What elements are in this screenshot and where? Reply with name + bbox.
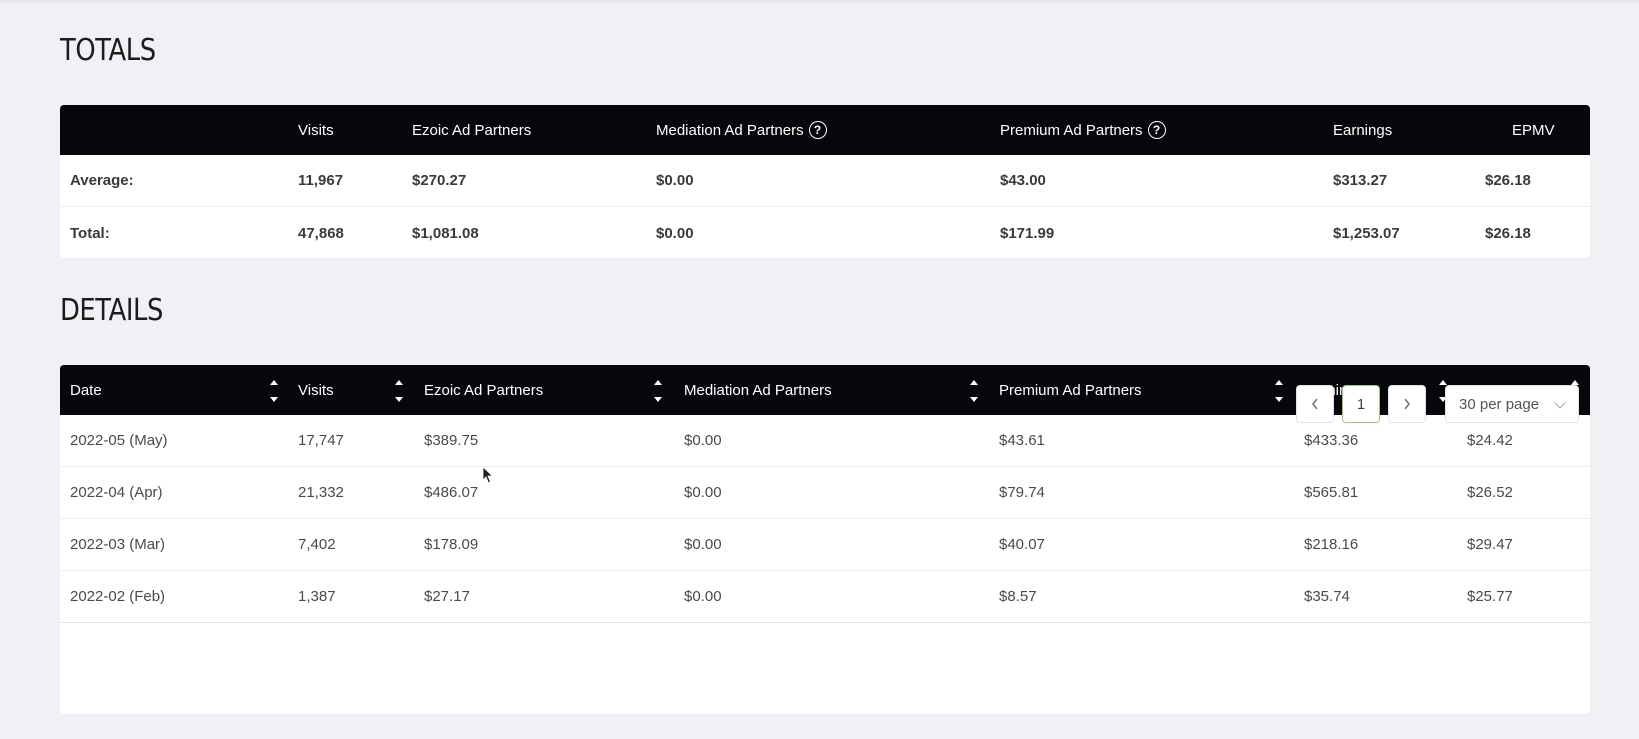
totals-row-average: Average: 11,967 $270.27 $0.00 $43.00 $31…: [60, 155, 1590, 207]
details-header-mediation[interactable]: Mediation Ad Partners: [684, 381, 832, 399]
question-circle-icon[interactable]: ?: [808, 121, 827, 139]
row-epmv: $25.77: [1467, 588, 1513, 605]
average-ezoic: $270.27: [412, 172, 467, 189]
row-mediation: $0.00: [684, 484, 722, 501]
row-visits: 21,332: [298, 484, 344, 501]
totals-header-visits: Visits: [298, 121, 334, 139]
totals-table-header: Visits Ezoic Ad Partners Mediation Ad Pa…: [60, 105, 1590, 155]
table-row[interactable]: 2022-04 (Apr) 21,332 $486.07 $0.00 $79.7…: [60, 467, 1590, 519]
totals-header-mediation: Mediation Ad Partners ?: [656, 105, 827, 155]
next-page-button[interactable]: [1388, 385, 1426, 423]
row-date: 2022-05 (May): [70, 432, 168, 449]
row-mediation: $0.00: [684, 432, 722, 449]
total-epmv: $26.18: [1485, 224, 1531, 242]
details-title: DETAILS: [60, 293, 163, 328]
mouse-cursor-icon: [482, 466, 494, 484]
row-ezoic: $486.07: [424, 484, 479, 501]
details-header-date[interactable]: Date: [70, 381, 102, 399]
average-premium: $43.00: [1000, 172, 1046, 189]
row-visits: 1,387: [298, 588, 336, 605]
totals-title: TOTALS: [60, 33, 156, 68]
row-date: 2022-03 (Mar): [70, 536, 166, 553]
details-header-visits[interactable]: Visits: [298, 381, 334, 399]
average-epmv: $26.18: [1485, 172, 1531, 189]
totals-header-premium-label: Premium Ad Partners: [1000, 121, 1143, 139]
row-earnings: $218.16: [1304, 536, 1359, 553]
row-mediation: $0.00: [684, 536, 722, 553]
details-table: Date Visits Ezoic Ad Partners Mediation …: [60, 365, 1590, 714]
details-header-premium[interactable]: Premium Ad Partners: [999, 381, 1142, 399]
total-visits: 47,868: [298, 224, 344, 242]
row-epmv: $29.47: [1467, 536, 1513, 553]
row-date: 2022-04 (Apr): [70, 484, 163, 501]
table-row[interactable]: 2022-03 (Mar) 7,402 $178.09 $0.00 $40.07…: [60, 519, 1590, 571]
totals-header-premium: Premium Ad Partners ?: [1000, 105, 1166, 155]
row-mediation: $0.00: [684, 588, 722, 605]
total-mediation: $0.00: [656, 224, 694, 242]
row-visits: 7,402: [298, 536, 336, 553]
row-epmv: $24.42: [1467, 432, 1513, 449]
row-premium: $43.61: [999, 432, 1045, 449]
prev-page-button[interactable]: [1296, 385, 1334, 423]
totals-row-total: Total: 47,868 $1,081.08 $0.00 $171.99 $1…: [60, 207, 1590, 258]
average-label: Average:: [70, 172, 134, 189]
row-earnings: $565.81: [1304, 484, 1359, 501]
pagination: 1 30 per page: [60, 385, 1590, 423]
row-earnings: $35.74: [1304, 588, 1350, 605]
row-ezoic: $178.09: [424, 536, 479, 553]
row-premium: $8.57: [999, 588, 1037, 605]
total-premium: $171.99: [1000, 224, 1055, 242]
row-date: 2022-02 (Feb): [70, 588, 166, 605]
details-header-ezoic[interactable]: Ezoic Ad Partners: [424, 381, 544, 399]
totals-header-epmv: EPMV: [1512, 121, 1555, 139]
chevron-down-icon: [1554, 397, 1566, 409]
question-circle-icon[interactable]: ?: [1147, 121, 1166, 139]
row-epmv: $26.52: [1467, 484, 1513, 501]
chevron-right-icon: [1404, 398, 1411, 410]
table-row[interactable]: 2022-02 (Feb) 1,387 $27.17 $0.00 $8.57 $…: [60, 571, 1590, 623]
table-row[interactable]: 2022-05 (May) 17,747 $389.75 $0.00 $43.6…: [60, 415, 1590, 467]
total-ezoic: $1,081.08: [412, 224, 479, 242]
row-premium: $40.07: [999, 536, 1045, 553]
per-page-select[interactable]: 30 per page: [1445, 385, 1579, 423]
row-ezoic: $389.75: [424, 432, 479, 449]
average-earnings: $313.27: [1333, 172, 1388, 189]
total-earnings: $1,253.07: [1333, 224, 1400, 242]
row-earnings: $433.36: [1304, 432, 1359, 449]
total-label: Total:: [70, 224, 110, 242]
page-1-button[interactable]: 1: [1342, 385, 1380, 423]
row-visits: 17,747: [298, 432, 344, 449]
average-mediation: $0.00: [656, 172, 694, 189]
chevron-left-icon: [1311, 398, 1318, 410]
row-premium: $79.74: [999, 484, 1045, 501]
row-ezoic: $27.17: [424, 588, 470, 605]
totals-header-ezoic: Ezoic Ad Partners: [412, 121, 532, 139]
totals-header-earnings: Earnings: [1333, 121, 1393, 139]
totals-table: Visits Ezoic Ad Partners Mediation Ad Pa…: [60, 105, 1590, 258]
totals-header-mediation-label: Mediation Ad Partners: [656, 121, 804, 139]
average-visits: 11,967: [298, 172, 344, 189]
top-divider: [0, 0, 1639, 3]
per-page-value: 30 per page: [1459, 395, 1540, 413]
